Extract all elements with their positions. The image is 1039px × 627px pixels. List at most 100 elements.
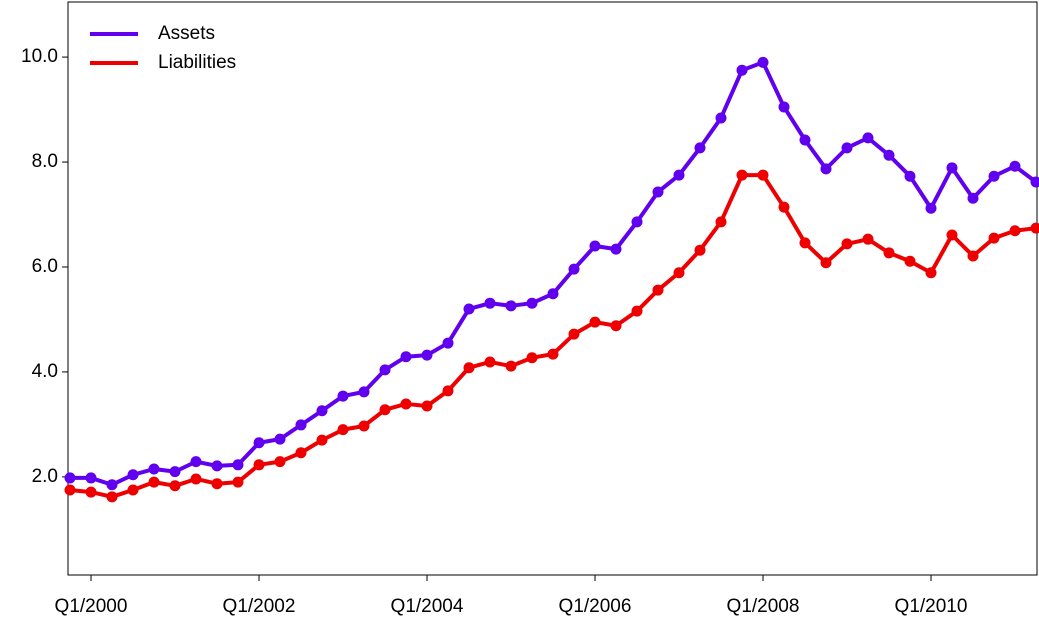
data-point [800, 237, 811, 248]
data-point [779, 101, 790, 112]
data-point [149, 464, 160, 475]
series-line [70, 62, 1036, 484]
x-tick-label: Q1/2006 [559, 596, 632, 617]
data-point [821, 257, 832, 268]
data-point [443, 338, 454, 349]
x-tick-label: Q1/2010 [895, 596, 968, 617]
y-tick-label: 2.0 [32, 466, 58, 487]
data-point [380, 364, 391, 375]
data-point [716, 216, 727, 227]
data-point [464, 362, 475, 373]
data-point [884, 150, 895, 161]
data-point [422, 350, 433, 361]
y-tick-label: 8.0 [32, 151, 58, 172]
data-point [548, 349, 559, 360]
y-tick-label: 4.0 [32, 361, 58, 382]
data-point [317, 405, 328, 416]
data-point [905, 256, 916, 267]
data-point [170, 466, 181, 477]
data-point [989, 171, 1000, 182]
data-point [842, 238, 853, 249]
data-point [86, 472, 97, 483]
data-point [506, 361, 517, 372]
data-point [233, 459, 244, 470]
data-point [737, 170, 748, 181]
data-point [128, 484, 139, 495]
data-point [590, 240, 601, 251]
data-point [296, 447, 307, 458]
data-point [716, 112, 727, 123]
data-point [758, 170, 769, 181]
data-point [926, 203, 937, 214]
data-point [800, 135, 811, 146]
data-point [485, 356, 496, 367]
data-point [401, 398, 412, 409]
data-point [758, 57, 769, 68]
data-point [884, 247, 895, 258]
data-point [65, 472, 76, 483]
data-point [527, 298, 538, 309]
data-point [275, 456, 286, 467]
legend-label: Liabilities [158, 52, 236, 73]
data-point [611, 320, 622, 331]
data-point [863, 132, 874, 143]
data-point [86, 487, 97, 498]
data-point [359, 420, 370, 431]
data-point [926, 267, 937, 278]
data-point [338, 391, 349, 402]
data-point [212, 460, 223, 471]
data-point [233, 477, 244, 488]
data-point [443, 385, 454, 396]
series-line [70, 175, 1036, 497]
data-point [863, 234, 874, 245]
x-tick-label: Q1/2008 [727, 596, 800, 617]
x-tick-label: Q1/2004 [391, 596, 464, 617]
data-point [905, 171, 916, 182]
data-point [338, 424, 349, 435]
data-point [107, 479, 118, 490]
data-point [275, 434, 286, 445]
x-tick-label: Q1/2000 [55, 596, 128, 617]
y-tick-label: 6.0 [32, 256, 58, 277]
data-point [695, 245, 706, 256]
data-point [506, 300, 517, 311]
data-point [695, 142, 706, 153]
data-point [779, 202, 790, 213]
data-point [842, 142, 853, 153]
data-point [422, 401, 433, 412]
data-point [947, 229, 958, 240]
data-point [947, 162, 958, 173]
data-point [968, 250, 979, 261]
data-point [527, 352, 538, 363]
data-point [1031, 223, 1039, 234]
x-tick-label: Q1/2002 [223, 596, 296, 617]
data-point [674, 170, 685, 181]
data-point [107, 491, 118, 502]
data-point [317, 435, 328, 446]
data-point [590, 317, 601, 328]
data-point [149, 477, 160, 488]
data-point [632, 216, 643, 227]
data-point [485, 298, 496, 309]
data-point [464, 303, 475, 314]
data-point [968, 193, 979, 204]
data-point [653, 285, 664, 296]
data-point [569, 264, 580, 275]
data-point [359, 386, 370, 397]
data-point [254, 437, 265, 448]
data-point [191, 473, 202, 484]
data-point [380, 404, 391, 415]
data-point [653, 186, 664, 197]
data-point [191, 456, 202, 467]
data-point [674, 267, 685, 278]
data-point [611, 244, 622, 255]
data-point [1010, 225, 1021, 236]
data-point [212, 478, 223, 489]
data-point [1010, 161, 1021, 172]
data-point [737, 65, 748, 76]
data-point [821, 163, 832, 174]
legend-label: Assets [158, 23, 215, 44]
data-point [170, 480, 181, 491]
y-tick-label: 10.0 [21, 46, 58, 67]
